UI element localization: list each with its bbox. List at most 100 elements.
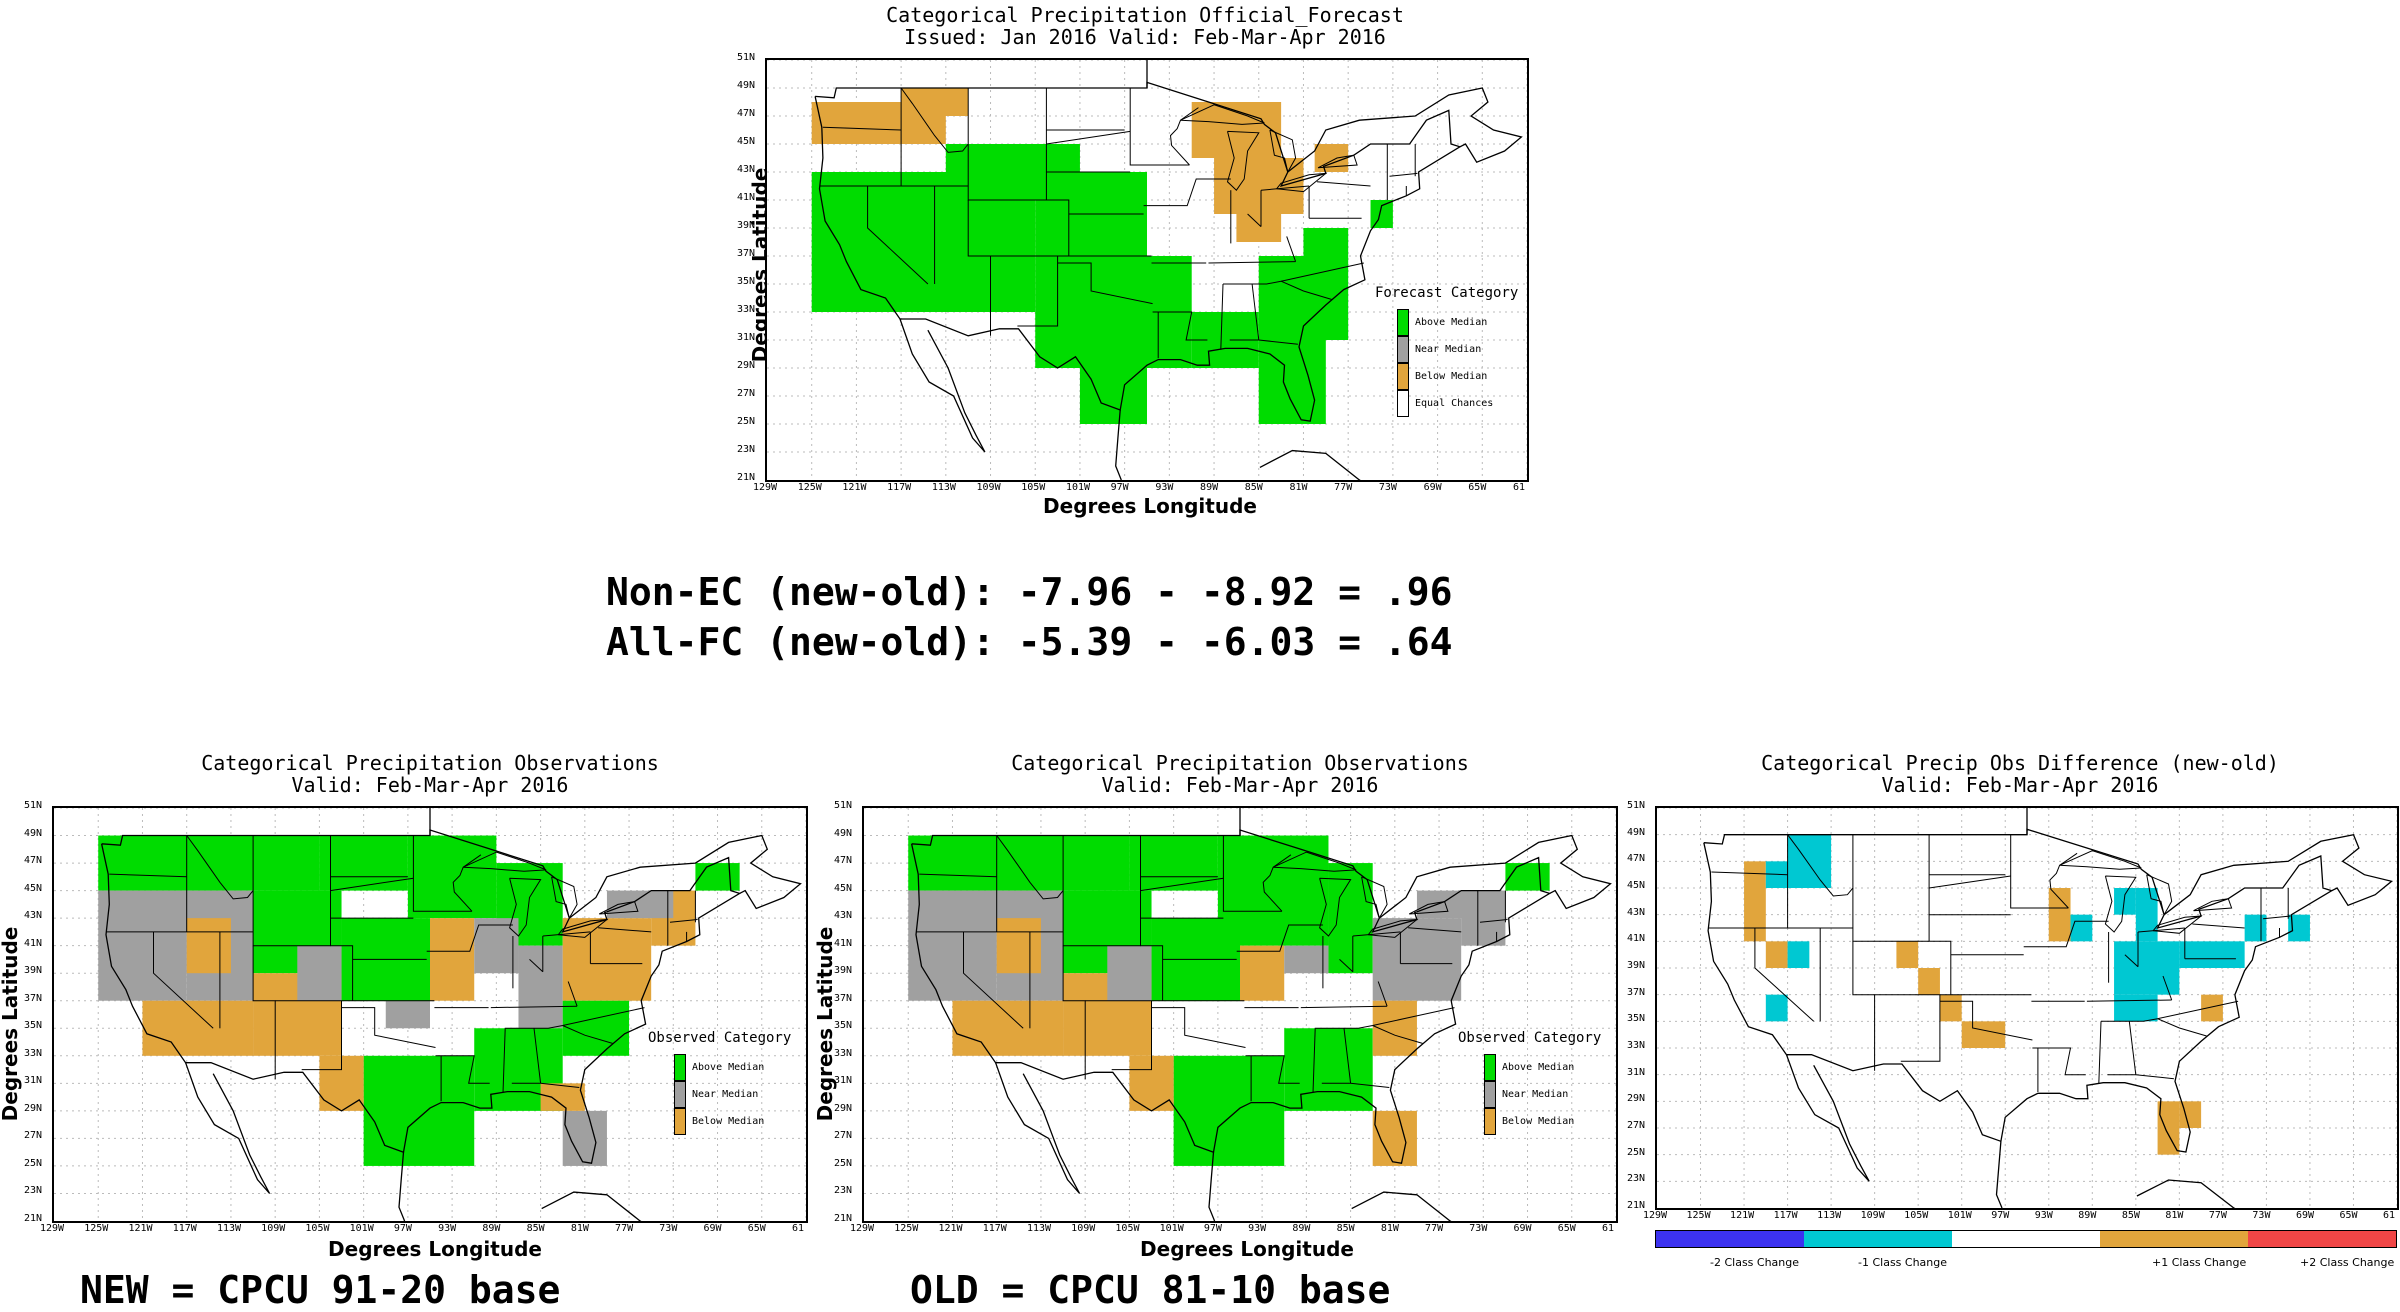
bar-label-plus2: +2 Class Change <box>2300 1256 2395 1269</box>
stats-all-fc: All-FC (new-old): -5.39 - -6.03 = .64 <box>606 620 1453 664</box>
obs-old-legend-title: Observed Category <box>1458 1030 1602 1046</box>
legend-swatch <box>1397 309 1409 336</box>
legend-swatch <box>1397 363 1409 390</box>
lon-tick-label: 69W <box>1513 1223 1532 1234</box>
category-cell <box>2157 1101 2180 1155</box>
category-cell <box>518 945 563 1029</box>
category-cell <box>363 1055 475 1166</box>
category-cell <box>297 945 342 1001</box>
legend-swatch <box>1397 336 1409 363</box>
bar-zero <box>1952 1231 2100 1247</box>
category-cell <box>2114 888 2136 915</box>
lon-tick-label: 97W <box>1991 1210 2010 1221</box>
legend-item-equal: Equal Chances <box>1397 390 1518 417</box>
category-cell <box>2135 888 2158 942</box>
category-cell <box>1214 158 1304 214</box>
category-cell <box>562 918 652 1001</box>
lat-tick-label: 23N <box>1627 1173 1646 1185</box>
lat-tick-label: 51N <box>737 52 756 63</box>
diff-map <box>1655 806 2399 1210</box>
lat-tick-label: 33N <box>1627 1040 1646 1051</box>
lat-tick-label: 51N <box>24 800 43 811</box>
lat-tick-label: 45N <box>1627 880 1646 891</box>
lat-tick-label: 45N <box>24 882 43 894</box>
map-boundaries <box>814 60 1523 480</box>
bar-label-plus1: +1 Class Change <box>2152 1256 2247 1269</box>
lon-tick-label: 69W <box>703 1223 722 1234</box>
lat-tick-label: 45N <box>834 882 853 894</box>
lat-tick-label: 25N <box>24 1157 43 1169</box>
lon-tick-label: 73W <box>1469 1223 1488 1234</box>
lat-tick-label: 27N <box>1627 1120 1646 1131</box>
legend-item-below: Below Median <box>1484 1108 1601 1135</box>
lon-tick-label: 129W <box>753 482 778 493</box>
lon-tick-label: 93W <box>2034 1210 2053 1221</box>
lon-tick-label: 125W <box>84 1223 109 1234</box>
obs-new-title: Categorical Precipitation Observations <box>201 751 659 775</box>
category-cell <box>1939 994 1962 1022</box>
category-cell <box>908 835 1130 891</box>
lon-tick-label: 61 <box>2383 1210 2396 1221</box>
lon-tick-label: 109W <box>976 482 1001 493</box>
forecast-title: Categorical Precipitation Official_Forec… <box>886 3 1404 27</box>
category-cell <box>2114 994 2158 1022</box>
obs-new-legend: Observed Category Above Median Near Medi… <box>648 1030 791 1135</box>
lat-tick-label: 37N <box>1627 986 1646 998</box>
lat-tick-label: 35N <box>24 1020 43 1032</box>
lat-tick-label: 33N <box>24 1047 43 1059</box>
lat-tick-label: 41N <box>737 192 756 203</box>
forecast-legend: Forecast Category Above Median Near Medi… <box>1375 285 1518 417</box>
category-cell <box>606 890 674 919</box>
bar-minus2 <box>1656 1231 1804 1247</box>
category-cell <box>142 1000 254 1056</box>
obs-new-caption: NEW = CPCU 91-20 base <box>80 1268 561 1312</box>
legend-swatch <box>1484 1108 1496 1135</box>
lat-tick-label: 41N <box>1627 933 1646 945</box>
category-cell <box>2070 914 2093 942</box>
lat-tick-label: 35N <box>737 276 756 287</box>
lat-tick-label: 29N <box>834 1102 853 1114</box>
category-cell <box>1284 1028 1373 1111</box>
category-cell <box>385 1000 430 1029</box>
legend-swatch <box>674 1054 686 1081</box>
lat-tick-label: 49N <box>24 827 43 839</box>
legend-item-near: Near Median <box>1397 336 1518 363</box>
lat-tick-label: 27N <box>834 1130 853 1142</box>
lon-tick-label: 113W <box>931 482 956 493</box>
lat-tick-label: 43N <box>24 910 43 922</box>
category-cell <box>98 890 187 1001</box>
lon-tick-label: 113W <box>216 1223 242 1234</box>
lat-tick-label: 31N <box>1627 1066 1646 1078</box>
lat-tick-label: 23N <box>24 1185 43 1197</box>
category-cell <box>186 918 231 974</box>
lon-tick-label: 69W <box>2295 1210 2314 1221</box>
lon-tick-label: 61 <box>1602 1223 1615 1234</box>
lon-tick-label: 121W <box>842 482 867 493</box>
forecast-xlabel: Degrees Longitude <box>1043 494 1257 518</box>
category-cell <box>1505 863 1550 891</box>
lat-tick-label: 47N <box>834 855 853 867</box>
lon-tick-label: 97W <box>393 1223 412 1234</box>
lat-tick-label: 49N <box>1627 826 1646 838</box>
lon-tick-label: 125W <box>894 1223 919 1234</box>
category-cell <box>1284 945 1329 974</box>
category-cell <box>319 835 408 891</box>
category-cell <box>2048 888 2071 942</box>
category-cell <box>1765 941 1788 968</box>
lon-tick-label: 101W <box>1947 1210 1972 1221</box>
legend-item-near: Near Median <box>1484 1081 1601 1108</box>
lat-tick-label: 37N <box>737 248 756 259</box>
category-cell <box>562 1110 607 1166</box>
lon-tick-label: 129W <box>40 1223 65 1234</box>
lon-tick-label: 85W <box>2121 1210 2140 1221</box>
forecast-subtitle: Issued: Jan 2016 Valid: Feb-Mar-Apr 2016 <box>904 25 1386 49</box>
lat-tick-label: 21N <box>1627 1200 1646 1211</box>
diff-title: Categorical Precip Obs Difference (new-o… <box>1761 751 2279 775</box>
category-cell <box>1129 835 1218 891</box>
lat-tick-label: 21N <box>737 472 756 483</box>
category-cell <box>1328 863 1373 974</box>
forecast-legend-title: Forecast Category <box>1375 285 1519 301</box>
category-cell <box>1461 890 1506 946</box>
category-cell <box>2179 941 2245 968</box>
category-cell <box>1961 1021 2006 1048</box>
